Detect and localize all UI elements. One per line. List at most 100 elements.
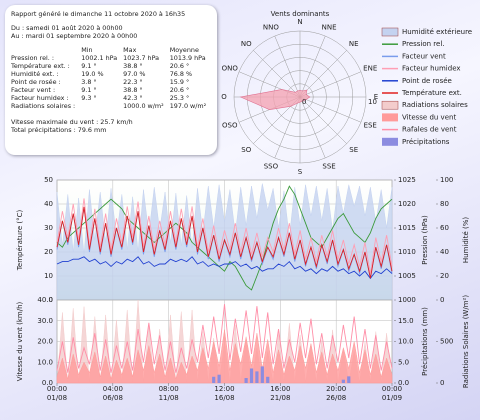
stat-label: Température ext. :: [11, 62, 70, 70]
y-tick-label: 20: [44, 248, 53, 256]
column-header: Max: [123, 46, 137, 54]
legend-swatch: [381, 27, 399, 37]
y2-axis-title: Précipitations (mm): [421, 307, 429, 376]
column-header: Min: [81, 46, 93, 54]
legend-swatch: [382, 137, 398, 146]
stats-table: Min Max Moyenne Pression rel. : 1002.1 hPa 10…: [11, 46, 212, 110]
legend-label: Rafales de vent: [402, 126, 457, 134]
stat-min: 19.0 %: [81, 70, 104, 78]
legend-label: Vitesse du vent: [402, 113, 456, 121]
series-bar: [249, 368, 254, 383]
stat-mean: 76.8 %: [169, 70, 193, 78]
series-bar: [217, 374, 221, 383]
stat-mean: 197.0 w/m²: [169, 102, 207, 110]
y-tick-label: 10: [44, 272, 53, 280]
y3-tick-label: 60: [440, 224, 449, 232]
legend-label: Point de rosée: [402, 77, 452, 85]
stat-max: 97.0 %: [123, 70, 146, 78]
generated: Rapport généré le dimanche 11 octobre 20…: [11, 10, 186, 18]
stat-row: Radiations solaires : 1000.0 w/m² 197.0 w/…: [11, 102, 212, 110]
series-line: [56, 198, 393, 274]
stat-mean: 1013.9 hPa: [169, 54, 206, 62]
y3-axis-title: Radiations Solaires (W/m²): [462, 295, 470, 388]
stat-max: 38.8 °: [123, 62, 143, 70]
stat-label: Facteur humidex :: [11, 94, 69, 102]
y2-axis-title: Pression (hPa): [421, 215, 429, 265]
y-tick-label: 0: [49, 296, 53, 304]
spoke: [299, 96, 362, 123]
y3-tick-label: 40: [440, 248, 449, 256]
stat-max: 42.3 °: [123, 94, 143, 102]
y2-tick-label: 1005: [398, 272, 416, 280]
stat-min: 9.1 °: [81, 86, 97, 94]
series-line: [56, 185, 393, 291]
stat-max: 38.8 °: [123, 86, 143, 94]
x-tick-label: 12:00 16/08: [214, 385, 235, 402]
series-bar: [266, 376, 270, 383]
chart-title: Vents dominants: [271, 10, 330, 18]
direction-label: E: [374, 93, 378, 101]
series-bar: [260, 366, 264, 383]
y2-tick-label: 1020: [398, 200, 416, 208]
spoke: [253, 50, 301, 98]
y3-tick-label: 20: [440, 272, 449, 280]
x-tick-label: 08:00 11/08: [158, 385, 179, 402]
direction-label: NO: [241, 40, 252, 48]
series-bar: [212, 376, 216, 383]
stat-row: Humidité ext. : 19.0 % 97.0 % 76.8 %: [11, 70, 212, 78]
direction-label: OSO: [222, 122, 238, 130]
spoke: [274, 96, 301, 159]
direction-label: N: [297, 18, 302, 26]
y3-tick-label: 0: [440, 296, 444, 304]
stat-row: Point de rosée : 3.8 ° 22.3 ° 15.9 °: [11, 78, 212, 86]
y3-tick-label: 100: [440, 176, 453, 184]
x-tick-label: 00:00 01/08: [46, 385, 68, 402]
x-tick-label: 20:00 26/08: [326, 385, 347, 402]
stat-max: 1000.0 w/m²: [123, 102, 164, 110]
series-line: [56, 304, 393, 373]
stat-mean: 15.9 °: [169, 78, 190, 86]
legend-label: Facteur vent: [402, 52, 446, 60]
y-tick-label: 50: [44, 176, 53, 184]
y-tick-label: 40.0: [37, 296, 53, 304]
direction-label: ESE: [364, 122, 377, 130]
y3-tick-label: 500: [440, 338, 453, 346]
stat-max: 1023.7 hPa: [123, 54, 160, 62]
stat-min: 3.8 °: [81, 78, 97, 86]
y-tick-label: 30.0: [37, 317, 53, 325]
y2-tick-label: 0.0: [398, 379, 409, 387]
spoke: [274, 35, 301, 98]
series-bar: [255, 371, 259, 383]
stat-row: Facteur vent : 9.1 ° 38.8 ° 20.6 °: [11, 86, 212, 94]
legend-label: Température ext.: [401, 89, 462, 97]
spoke: [299, 50, 347, 98]
y2-tick-label: 5.0: [398, 358, 409, 366]
period-from: Du : samedi 01 août 2020 à 00h00: [11, 24, 123, 32]
y2-tick-label: 1000: [398, 296, 416, 304]
y-axis-title: Température (°C): [16, 210, 24, 272]
stat-mean: 20.6 °: [169, 86, 190, 94]
legend-label: Facteur humidex: [402, 65, 461, 73]
stat-row: Facteur humidex : 9.3 ° 42.3 ° 25.3 °: [11, 94, 212, 102]
stat-min: 9.3 °: [81, 94, 97, 102]
stat-row: Pression rel. : 1002.1 hPa 1023.7 hPa 1013.…: [11, 54, 212, 62]
direction-label: NE: [349, 40, 359, 48]
series-area: [56, 329, 393, 384]
direction-label: NNE: [322, 24, 337, 32]
y-tick-label: 20.0: [37, 338, 53, 346]
stat-mean: 25.3 °: [169, 94, 190, 102]
direction-label: S: [298, 168, 303, 176]
stat-label: Pression rel. :: [11, 54, 54, 62]
x-tick-label: 00:00 01/09: [381, 385, 403, 402]
r-tick-label: 10: [368, 98, 377, 106]
legend-swatch: [381, 100, 399, 110]
y2-tick-label: 10.0: [398, 338, 414, 346]
y-tick-label: 10.0: [37, 358, 53, 366]
direction-label: SO: [241, 146, 251, 154]
y2-tick-label: 15.0: [398, 317, 414, 325]
y-tick-label: 40: [44, 200, 53, 208]
legend-label: Humidité extérieure: [402, 28, 472, 36]
y3-axis-title: Humidité (%): [462, 217, 470, 264]
